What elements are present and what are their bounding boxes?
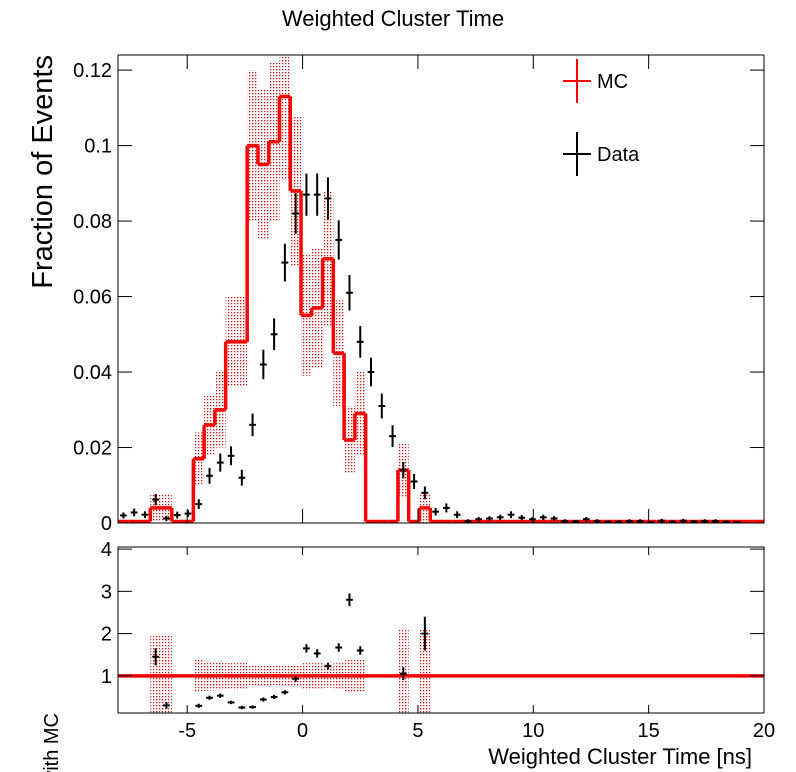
y-tick-label: 0.12 [73,60,112,82]
x-axis-title: Weighted Cluster Time [ns] [488,744,752,769]
mc-ratio-band [419,629,431,713]
plot-area [118,55,764,523]
x-tick-label: -5 [178,720,196,742]
chart-title: Weighted Cluster Time [282,6,504,31]
axes: 0 0.02 0.04 0.06 0.08 0.1 0.12 MC Data 1 2 3 4 -5 0 5 10… [73,54,775,742]
x-tick-label: 10 [522,720,544,742]
y-tick-label: 0 [101,513,112,535]
plot-area [118,593,764,713]
y-axis-title: Fraction of Events [27,55,59,289]
y-tick-label: 0.1 [84,136,112,158]
mc-error-band [279,55,291,180]
y-tick-label: 2 [101,624,112,646]
x-tick-label: 5 [412,720,423,742]
y-tick-label: 0.08 [73,211,112,233]
legend-label: Data [597,144,640,166]
legend-label: MC [597,71,628,93]
frame [117,546,765,714]
x-tick-label: 20 [753,720,775,742]
y-tick-label: 0.06 [73,287,112,309]
y-tick-label: 0.04 [73,362,112,384]
y-tick-label: 0.02 [73,438,112,460]
x-tick-label: 0 [297,720,308,742]
y-tick-label: 1 [101,666,112,688]
y-axis-title: Ratio with MC [41,713,63,772]
y-tick-label: 3 [101,581,112,603]
frame [117,54,765,524]
x-tick-label: 15 [638,720,660,742]
y-tick-label: 4 [101,539,112,561]
